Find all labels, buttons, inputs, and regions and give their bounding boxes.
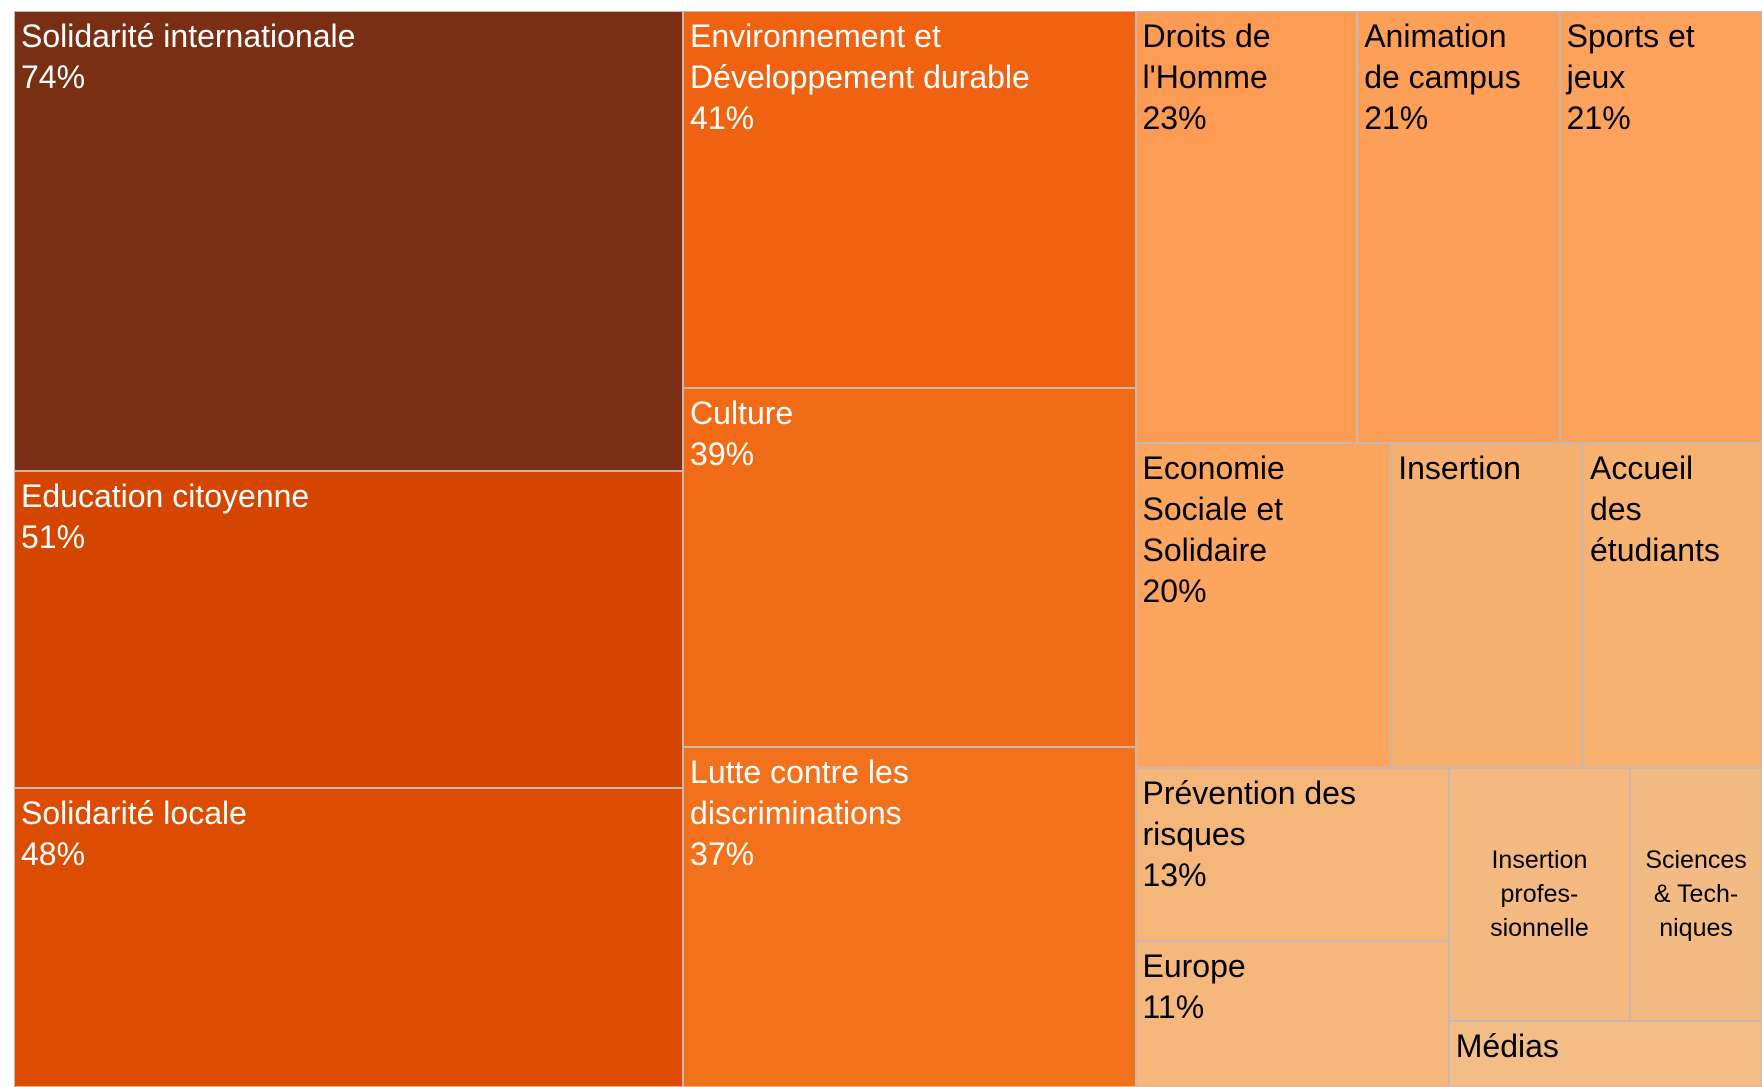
cell-label: Droits de l'Homme: [1142, 18, 1271, 95]
cell-label: Economie Sociale et Solidaire: [1142, 449, 1285, 568]
treemap-cell: Sports et jeux 21%: [1559, 11, 1762, 443]
cell-label: Prévention des risques: [1142, 775, 1356, 853]
cell-value: 13%: [1142, 857, 1207, 894]
treemap-cell: Environnement et Développement durable 41…: [683, 11, 1136, 389]
treemap-cell: Animation de campus 21%: [1357, 11, 1560, 443]
treemap-cell: Accueil des étudiants: [1583, 442, 1762, 769]
cell-value: 74%: [21, 59, 86, 95]
cell-label: Insertion: [1398, 449, 1521, 486]
cell-label: Europe: [1142, 947, 1246, 984]
treemap-cell: Education citoyenne 51%: [14, 471, 684, 789]
treemap-cell: Solidarité locale 48%: [14, 788, 684, 1087]
cell-label: Sciences & Tech- niques: [1645, 846, 1747, 943]
cell-label: Médias: [1455, 1027, 1559, 1064]
treemap-cell: Droits de l'Homme 23%: [1135, 11, 1358, 443]
cell-label: Accueil des étudiants: [1590, 449, 1720, 568]
treemap-cell: Lutte contre les discriminations 37%: [683, 746, 1136, 1087]
cell-value: 20%: [1142, 572, 1207, 609]
treemap-cell: Economie Sociale et Solidaire 20%: [1135, 442, 1392, 769]
cell-value: 39%: [690, 436, 755, 473]
cell-label: Education citoyenne: [21, 478, 310, 515]
treemap-cell: Culture 39%: [683, 388, 1136, 747]
treemap-cell: Insertion profes- sionnelle: [1448, 768, 1631, 1021]
cell-value: 37%: [690, 835, 755, 872]
cell-label: Animation de campus: [1364, 18, 1521, 95]
cell-value: 41%: [690, 100, 755, 136]
treemap-cell: Europe 11%: [1135, 940, 1449, 1087]
cell-label: Solidarité internationale: [21, 18, 356, 54]
cell-label: Solidarité locale: [21, 795, 247, 832]
cell-value: 23%: [1142, 100, 1207, 136]
cell-value: 51%: [21, 519, 86, 556]
treemap: Solidarité internationale 74% Education ci…: [14, 11, 1762, 1087]
cell-label: Lutte contre les discriminations: [690, 753, 909, 831]
cell-label: Insertion profes- sionnelle: [1490, 846, 1589, 943]
treemap-cell: Solidarité internationale 74%: [14, 11, 684, 472]
cell-value: 48%: [21, 836, 86, 873]
cell-label: Environnement et Développement durable: [690, 18, 1030, 95]
treemap-cell: Prévention des risques 13%: [1135, 768, 1449, 941]
treemap-cell: Insertion: [1391, 442, 1583, 769]
cell-value: 21%: [1364, 100, 1429, 136]
cell-value: 11%: [1142, 988, 1205, 1025]
cell-label: Culture: [690, 395, 794, 432]
cell-label: Sports et jeux: [1566, 18, 1695, 95]
treemap-cell: Médias: [1448, 1020, 1762, 1087]
treemap-cell: Sciences & Tech- niques: [1630, 768, 1762, 1021]
cell-value: 21%: [1566, 100, 1631, 136]
